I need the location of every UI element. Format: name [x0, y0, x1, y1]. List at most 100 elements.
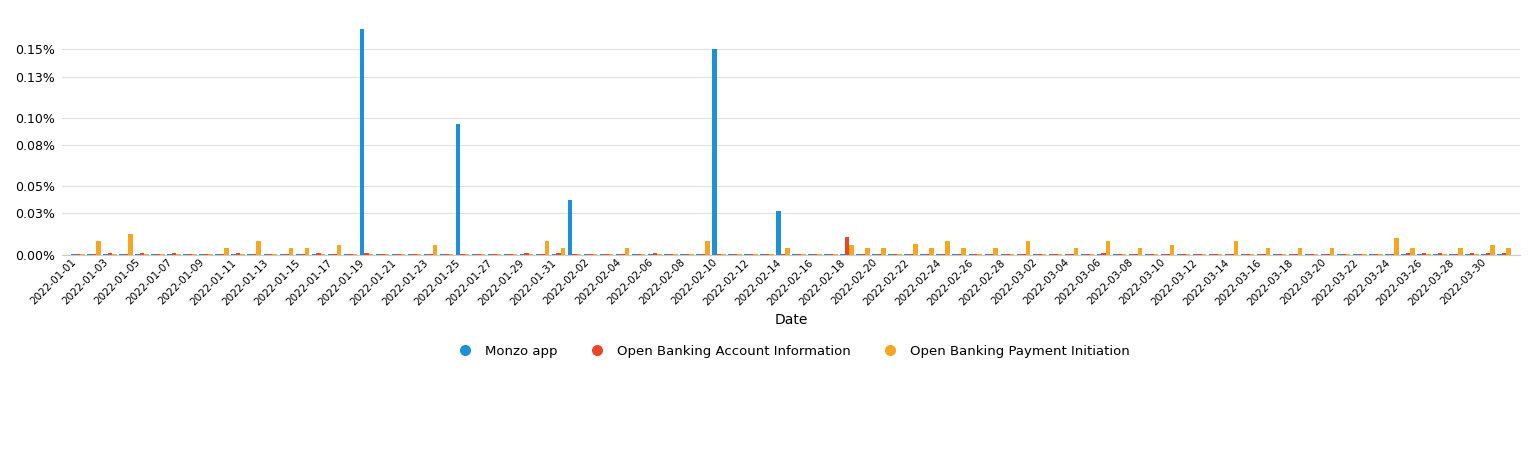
Bar — [844, 237, 849, 255]
Bar — [632, 254, 637, 255]
Bar — [685, 254, 689, 255]
Bar — [861, 254, 866, 255]
Bar — [112, 254, 117, 255]
Bar — [385, 254, 390, 255]
Bar — [1469, 253, 1474, 255]
Bar — [553, 254, 556, 255]
Bar — [1458, 248, 1463, 255]
Bar — [744, 254, 749, 255]
Bar — [605, 254, 609, 255]
Bar — [1185, 254, 1190, 255]
Bar — [103, 254, 107, 255]
Bar — [299, 254, 304, 255]
Bar — [1217, 254, 1222, 255]
Bar — [921, 254, 926, 255]
Bar — [144, 254, 149, 255]
Bar — [401, 254, 405, 255]
Bar — [556, 253, 560, 255]
Bar — [284, 254, 289, 255]
Bar — [1113, 254, 1117, 255]
Bar — [1506, 248, 1510, 255]
Bar — [256, 241, 261, 255]
Bar — [1362, 254, 1366, 255]
Bar — [1309, 254, 1314, 255]
Bar — [428, 254, 433, 255]
Bar — [941, 254, 946, 255]
Bar — [657, 254, 662, 255]
Bar — [961, 248, 966, 255]
Bar — [1154, 254, 1159, 255]
Bar — [413, 254, 416, 255]
Bar — [1068, 254, 1073, 255]
Bar — [840, 254, 844, 255]
Bar — [1197, 254, 1202, 255]
Bar — [336, 245, 341, 255]
Bar — [876, 254, 881, 255]
Bar — [476, 254, 480, 255]
Bar — [973, 254, 978, 255]
Bar — [480, 254, 485, 255]
Bar — [881, 248, 886, 255]
Bar — [120, 254, 124, 255]
Bar — [781, 254, 786, 255]
Bar — [236, 253, 241, 255]
Bar — [700, 254, 705, 255]
Bar — [672, 254, 677, 255]
Bar — [1245, 254, 1249, 255]
Bar — [1230, 254, 1234, 255]
Bar — [381, 254, 385, 255]
Bar — [1421, 253, 1426, 255]
Bar — [224, 248, 229, 255]
Bar — [898, 254, 903, 255]
Bar — [817, 254, 821, 255]
Bar — [167, 254, 172, 255]
Bar — [721, 254, 726, 255]
Bar — [712, 49, 717, 255]
Bar — [904, 254, 909, 255]
Bar — [969, 254, 973, 255]
Bar — [232, 254, 236, 255]
Bar — [160, 254, 164, 255]
Bar — [637, 254, 642, 255]
Bar — [1441, 254, 1446, 255]
Bar — [588, 254, 593, 255]
Bar — [1048, 254, 1053, 255]
Bar — [1266, 248, 1271, 255]
Bar — [1073, 248, 1078, 255]
Bar — [1466, 254, 1469, 255]
Bar — [129, 234, 132, 255]
Bar — [488, 254, 493, 255]
Bar — [107, 253, 112, 255]
Bar — [1326, 254, 1329, 255]
Bar — [737, 254, 741, 255]
Bar — [209, 254, 213, 255]
Bar — [279, 254, 284, 255]
Bar — [296, 254, 299, 255]
Bar — [1481, 254, 1486, 255]
Bar — [1346, 254, 1351, 255]
Bar — [936, 254, 941, 255]
Bar — [616, 254, 620, 255]
Bar — [929, 248, 933, 255]
Bar — [777, 211, 781, 255]
Bar — [1352, 254, 1357, 255]
Bar — [1385, 254, 1389, 255]
Bar — [247, 254, 252, 255]
Bar — [1085, 254, 1090, 255]
Bar — [1490, 245, 1495, 255]
Bar — [465, 254, 470, 255]
Bar — [1202, 254, 1207, 255]
Bar — [1426, 254, 1431, 255]
Bar — [956, 254, 961, 255]
Bar — [172, 253, 177, 255]
Bar — [97, 241, 101, 255]
Bar — [177, 254, 181, 255]
Bar — [1434, 254, 1438, 255]
Bar — [416, 254, 421, 255]
Bar — [187, 254, 192, 255]
Bar — [792, 254, 797, 255]
Bar — [1249, 254, 1254, 255]
Bar — [321, 254, 325, 255]
Bar — [124, 254, 129, 255]
Bar — [1160, 254, 1165, 255]
